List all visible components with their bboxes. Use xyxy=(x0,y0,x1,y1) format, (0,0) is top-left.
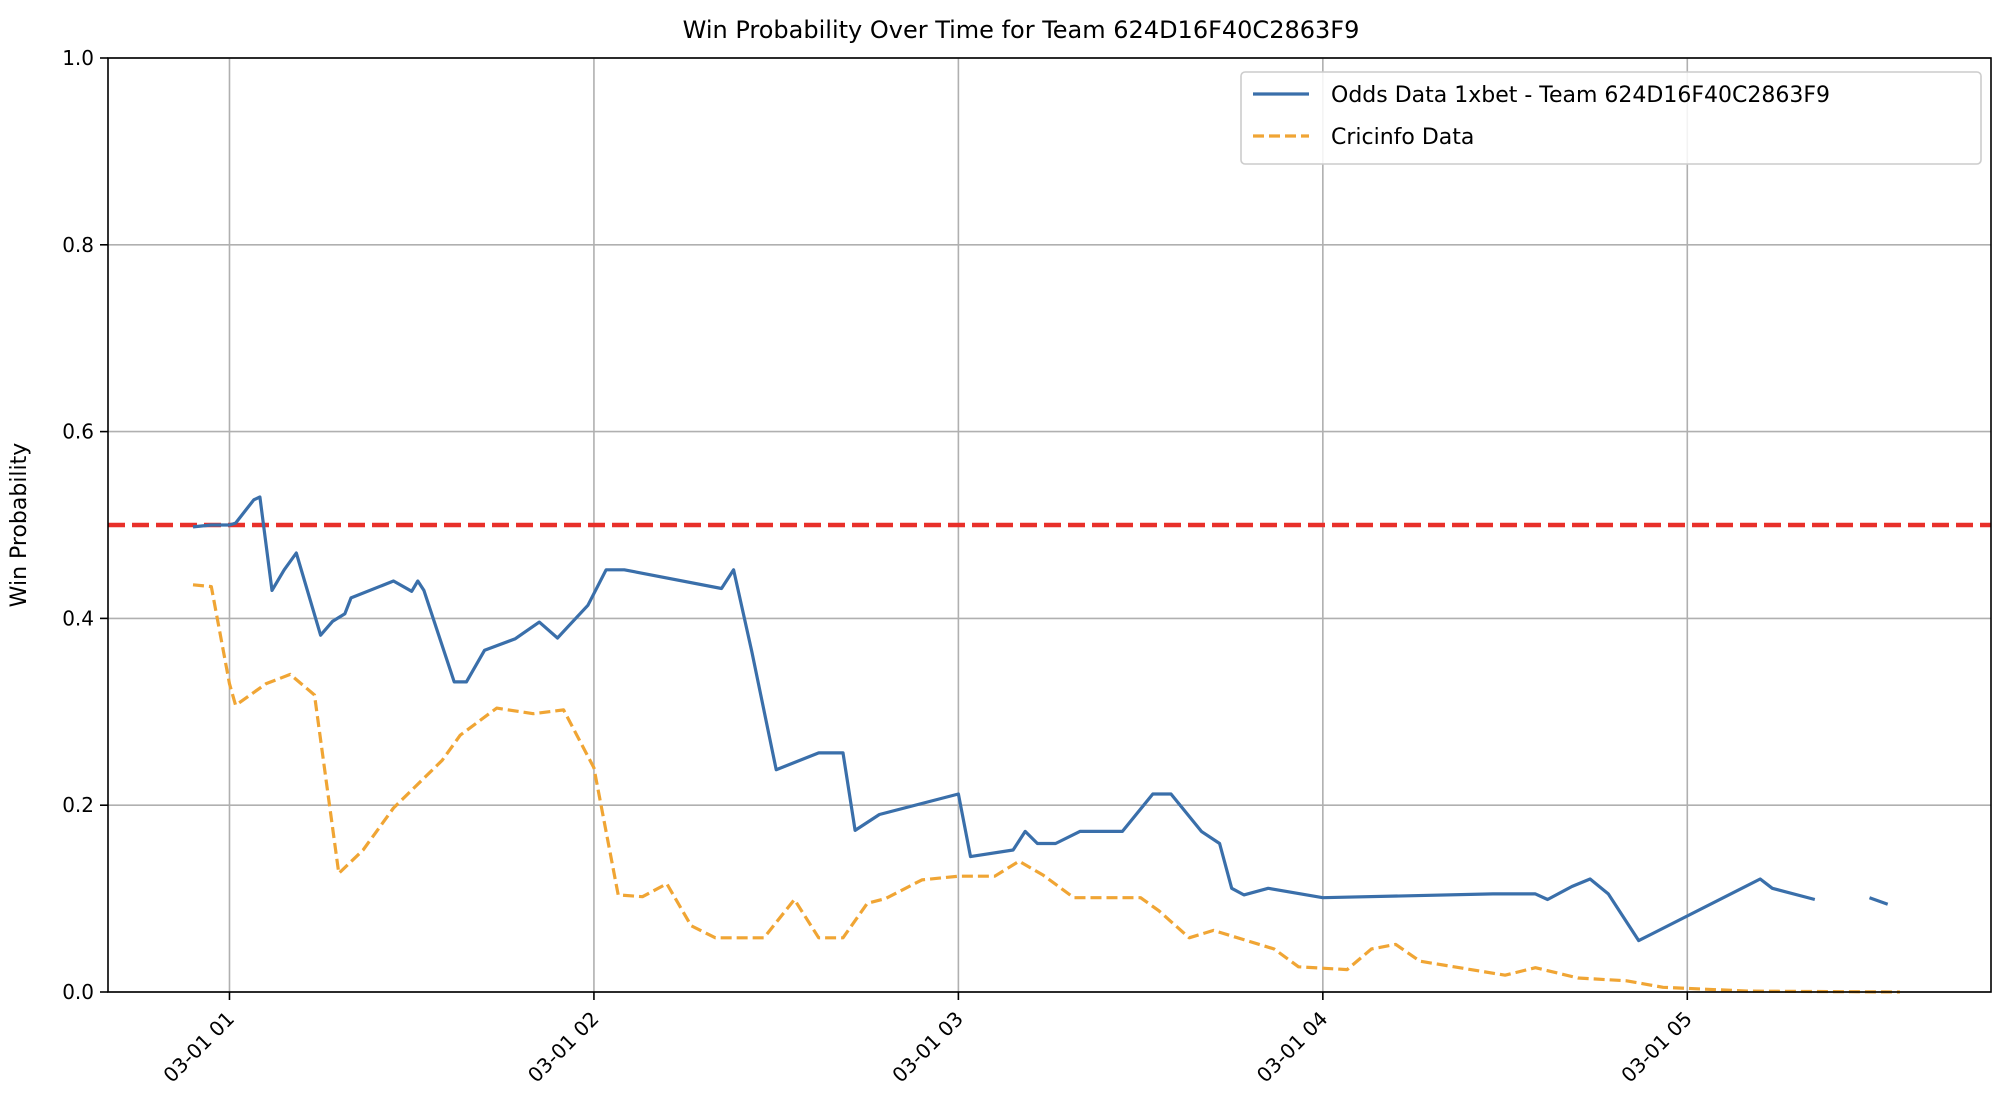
series-line-odds-1xbet xyxy=(192,495,1889,943)
x-tick-label: 03-01 04 xyxy=(1252,1007,1333,1088)
legend-box xyxy=(1240,71,1982,165)
y-tick-label: 0.8 xyxy=(62,233,94,257)
legend-label-0: Odds Data 1xbet - Team 624D16F40C2863F9 xyxy=(1331,83,1830,108)
y-axis-label: Win Probability xyxy=(7,443,32,608)
y-tick-label: 1.0 xyxy=(62,46,94,70)
y-ticks: 0.0 0.2 0.4 0.6 0.8 1.0 xyxy=(62,46,108,1004)
x-ticks: 03-01 01 03-01 02 03-01 03 03-01 04 03-01 05 xyxy=(158,992,1697,1088)
x-tick-label: 03-01 03 xyxy=(887,1007,968,1088)
x-tick-label: 03-01 05 xyxy=(1616,1007,1697,1088)
y-tick-label: 0.4 xyxy=(62,606,94,630)
plot-frame xyxy=(107,57,1992,993)
y-tick-label: 0.0 xyxy=(62,980,94,1004)
x-tick-label: 03-01 02 xyxy=(523,1007,604,1088)
legend-label-1: Cricinfo Data xyxy=(1331,125,1474,150)
y-tick-label: 0.2 xyxy=(62,793,94,817)
series-lines xyxy=(192,495,1900,994)
chart-title: Win Probability Over Time for Team 624D1… xyxy=(683,16,1360,44)
x-tick-label: 03-01 01 xyxy=(158,1007,239,1088)
legend: Odds Data 1xbet - Team 624D16F40C2863F9 C… xyxy=(1240,71,1982,165)
series-line-cricinfo xyxy=(192,583,1900,994)
y-tick-label: 0.6 xyxy=(62,420,94,444)
